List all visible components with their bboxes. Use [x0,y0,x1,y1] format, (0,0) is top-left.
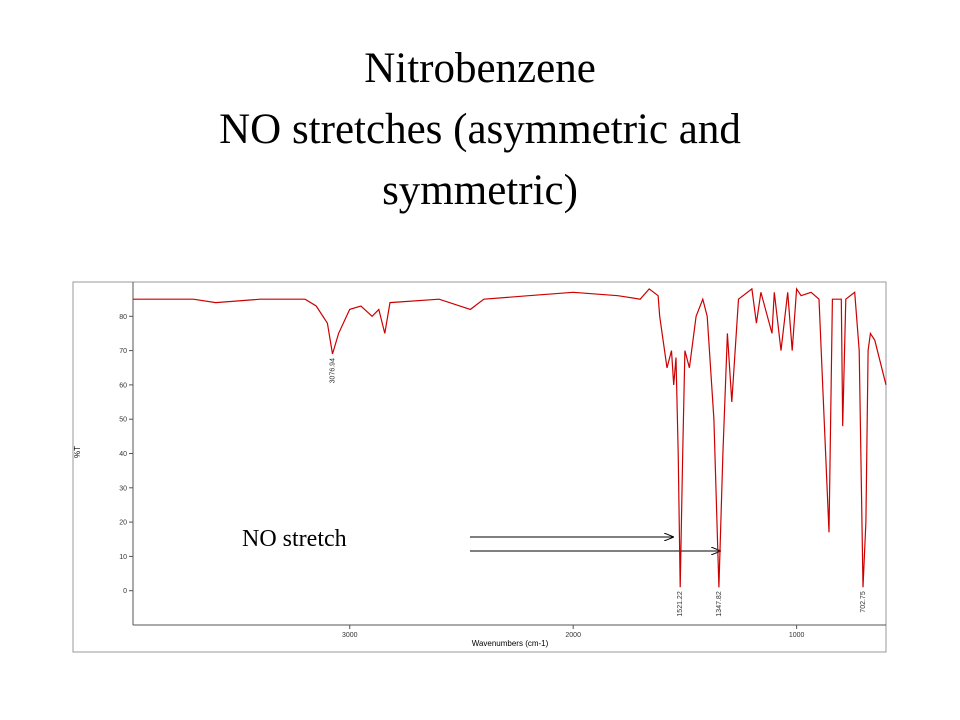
x-tick-label: 3000 [342,632,358,639]
chart-subtitle: NO stretches (asymmetric and symmetric) [219,106,741,214]
spectrum-line [133,287,887,588]
annotation: NO stretch [242,526,347,552]
y-tick-label: 80 [119,314,127,321]
x-tick-label: 1000 [789,632,805,639]
y-tick-label: 50 [119,417,127,424]
y-tick-label: 0 [123,588,127,595]
peak-label: 1521.22 [677,591,684,616]
x-tick-label: 2000 [565,632,581,639]
y-tick-label: 40 [119,451,127,458]
frame [72,281,887,653]
chart-title: Nitrobenzene [364,45,596,92]
peak-label: 1347.82 [716,591,723,616]
y-axis-label: %T [73,446,82,458]
peak-label: 702.75 [860,591,867,613]
y-tick-label: 10 [119,554,127,561]
y-tick-label: 20 [119,520,127,527]
peak-label: 3076.94 [330,358,337,383]
y-tick-label: 60 [119,382,127,389]
x-axis-label: Wavenumbers (cm-1) [472,639,549,648]
y-tick-label: 70 [119,348,127,355]
y-tick-label: 30 [119,485,127,492]
title-block: Nitrobenzene NO stretches (asymmetric an… [130,38,830,221]
